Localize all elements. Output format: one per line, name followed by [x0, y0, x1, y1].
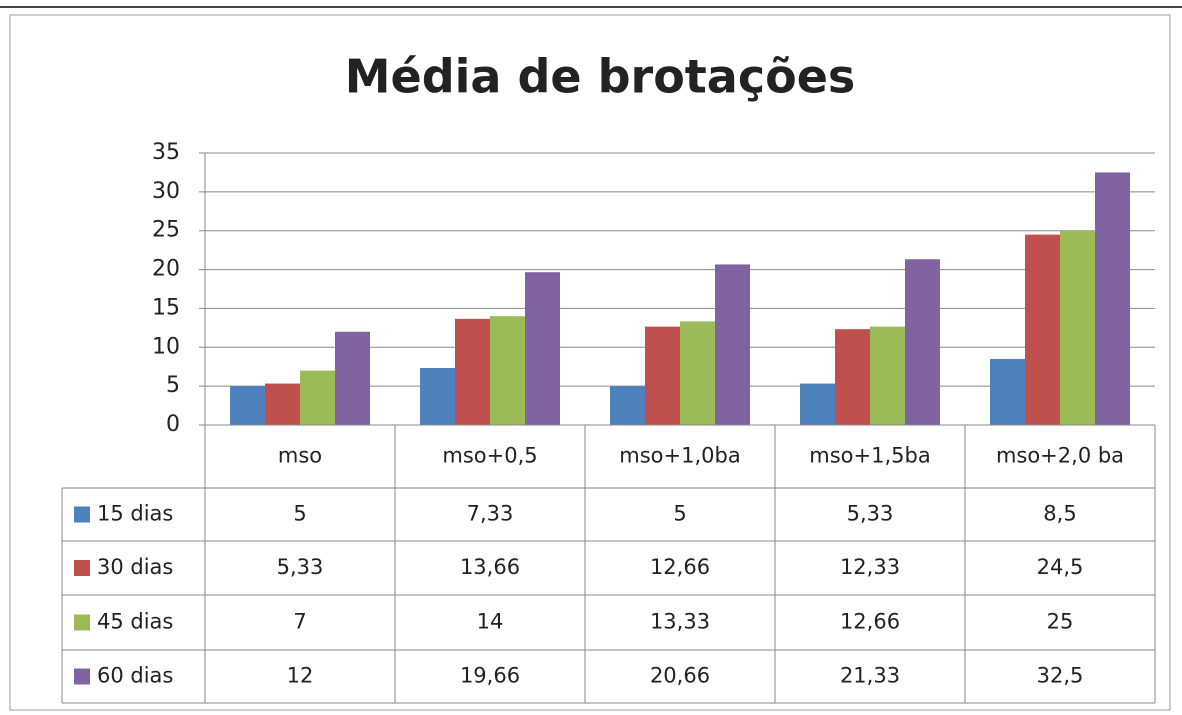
table-value: 7,33 — [467, 502, 514, 526]
table-value: 32,5 — [1037, 664, 1084, 688]
bar — [645, 326, 680, 425]
legend-label: 15 dias — [97, 502, 173, 526]
table-value: 12,33 — [840, 555, 900, 579]
category-label: mso+0,5 — [442, 444, 537, 468]
table-value: 20,66 — [650, 664, 710, 688]
bar — [335, 331, 370, 425]
table-value: 8,5 — [1043, 502, 1076, 526]
table-value: 12,66 — [650, 555, 710, 579]
y-tick-label: 10 — [152, 334, 180, 359]
y-tick-label: 30 — [152, 179, 180, 204]
table-value: 5 — [673, 502, 686, 526]
y-tick-label: 35 — [152, 140, 180, 165]
bar — [265, 383, 300, 425]
bar — [1025, 234, 1060, 425]
legend-label: 60 dias — [97, 664, 173, 688]
table-value: 12,66 — [840, 610, 900, 634]
y-tick-label: 20 — [152, 257, 180, 282]
y-tick-label: 25 — [152, 218, 180, 243]
table-value: 13,66 — [460, 555, 520, 579]
bar — [525, 272, 560, 425]
table-value: 12 — [287, 664, 314, 688]
bar — [835, 329, 870, 425]
table-value: 19,66 — [460, 664, 520, 688]
legend-label: 45 dias — [97, 610, 173, 634]
bar — [300, 370, 335, 425]
bar — [680, 321, 715, 425]
bar — [230, 386, 265, 425]
y-tick-label: 15 — [152, 295, 180, 320]
legend-swatch — [74, 668, 90, 685]
bar — [715, 264, 750, 425]
category-label: mso — [278, 444, 322, 468]
table-value: 21,33 — [840, 664, 900, 688]
category-label: mso+1,5ba — [809, 444, 930, 468]
legend-swatch — [74, 506, 90, 523]
table-value: 14 — [477, 610, 504, 634]
bar — [870, 326, 905, 425]
bar — [610, 386, 645, 425]
bar — [420, 368, 455, 425]
chart-border — [9, 14, 1171, 711]
table-value: 25 — [1047, 610, 1074, 634]
bar — [990, 358, 1025, 425]
legend-swatch — [74, 614, 90, 631]
table-value: 13,33 — [650, 610, 710, 634]
table-value: 5,33 — [277, 555, 324, 579]
table-value: 24,5 — [1037, 555, 1084, 579]
legend-label: 30 dias — [97, 555, 173, 579]
bar — [1095, 172, 1130, 425]
category-label: mso+2,0 ba — [996, 444, 1124, 468]
table-value: 5,33 — [847, 502, 894, 526]
table-value: 5 — [293, 502, 306, 526]
chart-title: Média de brotações — [345, 50, 856, 104]
table-value: 7 — [293, 610, 306, 634]
bar — [455, 318, 490, 425]
bar — [905, 259, 940, 425]
bar — [490, 316, 525, 425]
bar — [800, 383, 835, 425]
bar — [1060, 230, 1095, 425]
category-label: mso+1,0ba — [619, 444, 740, 468]
y-tick-label: 5 — [166, 373, 180, 398]
legend-swatch — [74, 560, 90, 576]
y-tick-label: 0 — [166, 412, 180, 437]
